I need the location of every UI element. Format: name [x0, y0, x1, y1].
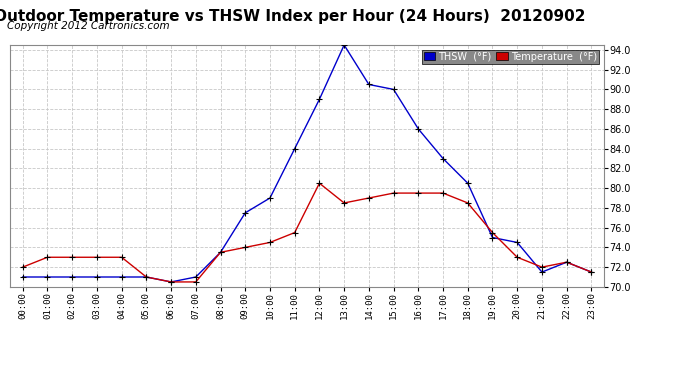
- Text: Copyright 2012 Cartronics.com: Copyright 2012 Cartronics.com: [7, 21, 170, 31]
- Legend: THSW  (°F), Temperature  (°F): THSW (°F), Temperature (°F): [422, 50, 599, 64]
- Text: Outdoor Temperature vs THSW Index per Hour (24 Hours)  20120902: Outdoor Temperature vs THSW Index per Ho…: [0, 9, 586, 24]
